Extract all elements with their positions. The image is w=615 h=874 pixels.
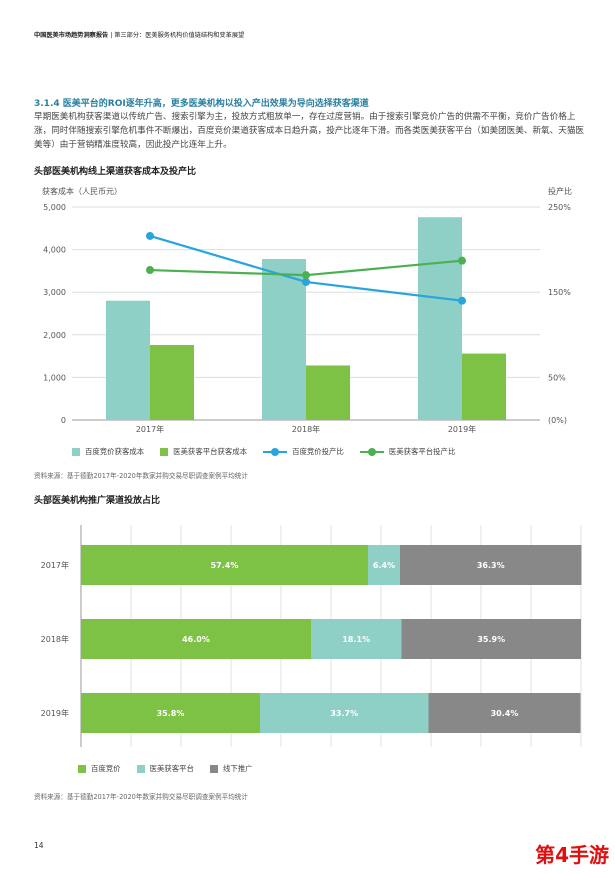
y2-tick-label: 250% [548, 203, 571, 212]
legend-item: 线下推广 [209, 763, 253, 774]
segment-platform [260, 693, 429, 733]
segment-platform [311, 619, 402, 659]
x-tick-label: 2018年 [292, 424, 320, 434]
category-label: 2018年 [41, 634, 69, 644]
intro-paragraph: 早期医美机构获客渠道以传统广告、搜索引擎为主，投放方式粗放单一，存在过度营销。由… [34, 112, 585, 150]
legend-swatch [209, 764, 218, 773]
segment-label: 33.7% [330, 709, 358, 718]
y2-tick-label: (0%) [548, 416, 567, 425]
legend-item: 百度竞价 [78, 763, 121, 774]
y-tick-label: 3,000 [43, 288, 66, 297]
segment-label: 6.4% [373, 561, 395, 570]
y-tick-label: 4,000 [43, 246, 66, 255]
legend-swatch [359, 447, 384, 457]
chart2-source: 资料来源：基于德勤2017年-2020年数家并购交易尽职调查案例平均统计 [34, 793, 248, 801]
line-point [146, 266, 154, 275]
legend-label: 百度竞价 [91, 764, 121, 773]
line-point [458, 256, 466, 265]
legend-label: 医美获客平台投产比 [388, 447, 456, 456]
report-title: 中国医美市场趋势洞察报告 [34, 32, 109, 39]
segment-label: 35.9% [477, 635, 505, 644]
legend-swatch [136, 764, 145, 773]
x-tick-label: 2019年 [448, 424, 476, 434]
x-tick-label: 2017年 [136, 424, 164, 434]
header-separator: | [110, 32, 115, 39]
y-axis-label: 获客成本（人民币元） [42, 186, 122, 196]
bar-platform-cost [306, 365, 350, 420]
segment-platform [368, 545, 400, 585]
bar-platform-cost [462, 353, 506, 420]
segment-label: 18.1% [342, 635, 370, 644]
legend-label: 医美获客平台获客成本 [173, 447, 248, 456]
legend-label: 医美获客平台 [149, 764, 194, 773]
report-section: 第三部分：医美服务机构价值链结构和变革展望 [114, 32, 245, 39]
y2-axis-label: 投产比 [548, 186, 572, 196]
segment-label: 46.0% [182, 635, 210, 644]
segment-label: 57.4% [211, 561, 239, 570]
y-tick-label: 0 [61, 416, 66, 425]
y2-tick-label: 50% [548, 373, 566, 382]
legend-swatch [263, 447, 288, 457]
chart1-source: 资料来源：基于德勤2017年-2020年数家并购交易尽职调查案例平均统计 [34, 472, 248, 480]
section-title: 3.1.4 医美平台的ROI逐年升高，更多医美机构以投入产出效果为导向选择获客渠… [34, 99, 369, 109]
legend-swatch [72, 447, 80, 456]
bar-platform-cost [150, 345, 194, 420]
legend-swatch [160, 447, 169, 456]
segment-label: 36.3% [477, 561, 505, 570]
y2-tick-label: 150% [548, 288, 571, 297]
legend-item: 百度竞价获客成本 [72, 446, 144, 457]
y-tick-label: 2,000 [43, 331, 66, 340]
bar-baidu-cost [418, 217, 462, 420]
legend-item: 医美获客平台投产比 [359, 446, 456, 457]
cost-roi-chart: 获客成本（人民币元） 投产比 0 1,000 2,000 3,000 4,000 5,000 (… [42, 186, 572, 434]
line-point [458, 296, 466, 305]
chart2-legend: 百度竞价 医美获客平台 线下推广 [78, 763, 269, 774]
legend-label: 百度竞价投产比 [292, 447, 344, 456]
channel-share-chart: 2017年 57.4% 6.4% 36.3% 2018年 46.0% 18.1% 35.9% 2… [41, 525, 582, 747]
segment-baidu [81, 545, 368, 585]
chart1-title: 头部医美机构线上渠道获客成本及投产比 [34, 167, 197, 177]
legend-swatch [78, 764, 86, 773]
legend-item: 医美获客平台获客成本 [160, 446, 247, 457]
legend-label: 百度竞价获客成本 [85, 447, 145, 456]
y-tick-label: 5,000 [43, 203, 66, 212]
line-point [302, 271, 310, 280]
segment-offline [400, 545, 582, 585]
legend-item: 医美获客平台 [136, 763, 194, 774]
bar-baidu-cost [106, 300, 150, 420]
segment-offline [401, 619, 581, 659]
segment-label: 35.8% [157, 709, 185, 718]
legend-item: 百度竞价投产比 [263, 446, 344, 457]
y-tick-label: 1,000 [43, 373, 66, 382]
bar-baidu-cost [262, 258, 306, 420]
segment-label: 30.4% [491, 709, 519, 718]
line-point [302, 277, 310, 286]
segment-baidu [81, 619, 311, 659]
segment-baidu [81, 693, 260, 733]
chart1-legend: 百度竞价获客成本 医美获客平台获客成本 百度竞价投产比 医美获客平台投产比 [72, 446, 471, 457]
segment-offline [428, 693, 581, 733]
line-point [146, 231, 154, 240]
chart2-title: 头部医美机构推广渠道投放占比 [34, 496, 161, 506]
report-header: 中国医美市场趋势洞察报告 | 第三部分：医美服务机构价值链结构和变革展望 [34, 30, 244, 39]
category-label: 2017年 [41, 560, 69, 570]
watermark-logo: 第4手游 [535, 843, 609, 867]
legend-label: 线下推广 [222, 764, 253, 773]
page-number: 14 [34, 841, 44, 850]
category-label: 2019年 [41, 708, 69, 718]
